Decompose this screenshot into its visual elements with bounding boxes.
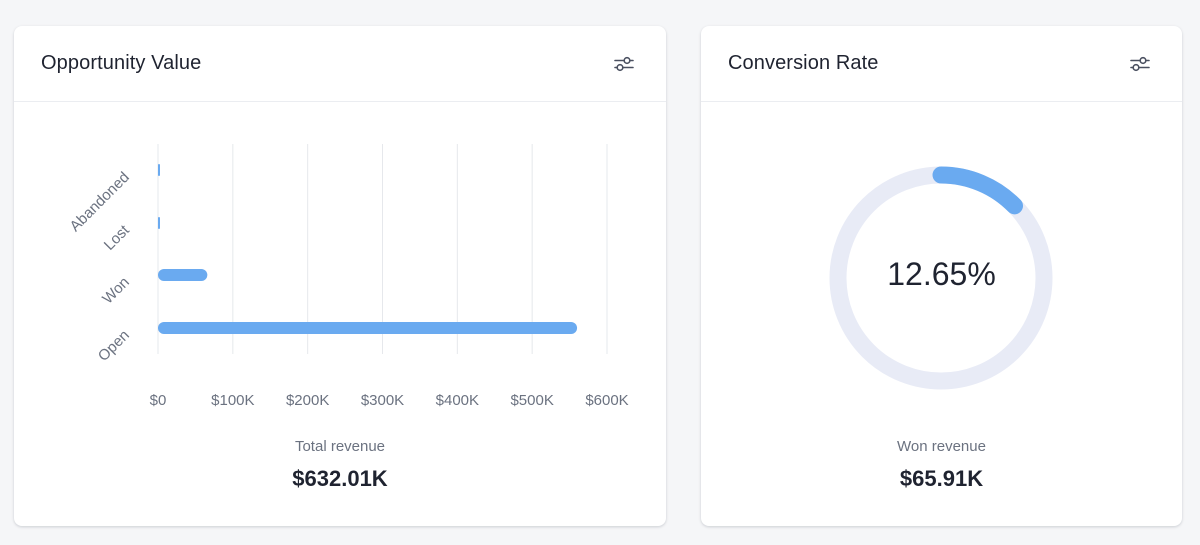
x-tick-label: $600K — [585, 392, 628, 409]
donut-value-arc[interactable] — [932, 166, 1024, 215]
x-tick-label: $400K — [436, 392, 479, 409]
y-tick-label: Open — [95, 327, 133, 365]
won-revenue-label: Won revenue — [897, 438, 986, 455]
x-tick-label: $300K — [361, 392, 404, 409]
conversion-card-header: Conversion Rate — [701, 26, 1182, 102]
opportunity-card-title: Opportunity Value — [41, 52, 202, 74]
y-tick-label: Lost — [101, 221, 134, 254]
opportunity-settings-button[interactable] — [610, 50, 638, 78]
x-tick-label: $500K — [510, 392, 553, 409]
bar-abandoned[interactable] — [158, 164, 160, 176]
opportunity-card-body: $0 $100K $200K $300K $400K $500K $600K Abandone… — [14, 102, 666, 526]
opportunity-bar-chart: $0 $100K $200K $300K $400K $500K $600KAbandone… — [67, 144, 629, 409]
conversion-rate-card: Conversion Rate 12.65% Won revenue $65.9… — [701, 26, 1182, 526]
y-tick-label: Won — [99, 274, 133, 308]
total-revenue-value: $632.01K — [292, 466, 388, 491]
conversion-donut-chart — [829, 166, 1053, 390]
conversion-settings-button[interactable] — [1126, 50, 1154, 78]
sliders-icon — [614, 56, 634, 71]
x-tick-label: $100K — [211, 392, 254, 409]
bar-lost[interactable] — [158, 217, 160, 229]
conversion-card-body: 12.65% Won revenue $65.91K — [701, 102, 1182, 526]
opportunity-card-header: Opportunity Value — [14, 26, 666, 102]
x-tick-label: $200K — [286, 392, 329, 409]
conversion-card-title: Conversion Rate — [728, 52, 879, 74]
total-revenue-label: Total revenue — [294, 438, 386, 455]
sliders-icon — [1130, 56, 1150, 71]
bar-open[interactable] — [158, 322, 578, 334]
conversion-rate-value: 12.65% — [887, 256, 996, 292]
bar-won[interactable] — [158, 269, 208, 281]
x-tick-label: $0 — [150, 392, 167, 409]
opportunity-value-card: Opportunity Value $0 $100K $200K $300K $400K… — [14, 26, 666, 526]
won-revenue-value: $65.91K — [899, 466, 984, 491]
